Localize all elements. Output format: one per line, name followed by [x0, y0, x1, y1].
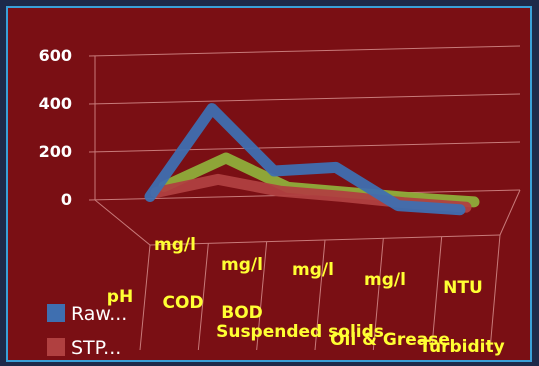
- category-unit-label: mg/l: [364, 270, 406, 290]
- category-divider: [314, 239, 326, 351]
- category-name-label: COD: [162, 293, 203, 313]
- category-divider: [256, 241, 268, 351]
- category-unit-label: NTU: [443, 278, 483, 298]
- y-tick-label: 0: [61, 190, 72, 209]
- category-name-label: BOD: [221, 303, 263, 323]
- legend-swatch: [47, 304, 65, 322]
- legend-swatch: [47, 338, 65, 356]
- category-divider: [139, 244, 151, 351]
- category-name-label: Oil & Grease: [330, 330, 450, 350]
- y-axis-ticks: 600 400 200 0: [39, 46, 72, 209]
- floor-edge-left: [94, 199, 151, 246]
- chart-series: [144, 103, 480, 216]
- category-name-label: Suspended solids: [216, 322, 384, 342]
- y-tick-label: 400: [39, 94, 72, 113]
- category-unit-label: mg/l: [292, 260, 334, 280]
- y-tick-label: 600: [39, 46, 72, 65]
- series-line: [144, 103, 466, 216]
- x-axis-categories: pH mg/l COD mg/l BOD mg/l Suspended solids mg/l…: [107, 235, 505, 357]
- category-unit-label: pH: [107, 287, 133, 307]
- legend-label: STP...: [71, 337, 121, 359]
- chart-gridlines: [88, 45, 521, 351]
- category-unit-label: mg/l: [221, 255, 263, 275]
- y-tick-label: 200: [39, 142, 72, 161]
- category-divider: [431, 236, 443, 351]
- gridline: [88, 93, 521, 105]
- gridline: [88, 141, 521, 153]
- category-divider: [372, 238, 384, 351]
- category-divider: [489, 234, 501, 351]
- category-divider: [197, 243, 209, 351]
- category-unit-label: mg/l: [154, 235, 196, 255]
- category-name-label: Turbidity: [419, 337, 504, 357]
- floor-edge-right: [499, 189, 521, 236]
- chart-legend: Raw... STP...: [47, 303, 127, 359]
- legend-label: Raw...: [71, 303, 127, 325]
- gridline: [88, 45, 521, 57]
